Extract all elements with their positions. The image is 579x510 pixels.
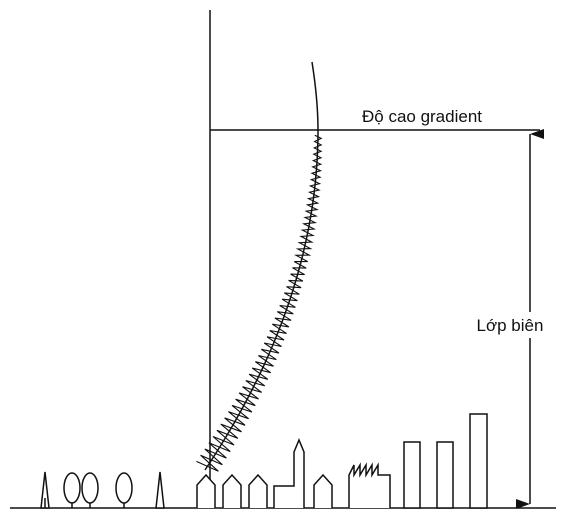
house — [222, 473, 242, 508]
house — [248, 473, 268, 508]
boundary-layer-label: Lớp biên — [477, 316, 544, 335]
tall-building — [469, 413, 488, 509]
wind-profile-curve — [204, 61, 319, 471]
tree — [63, 472, 81, 504]
turbulence-zigzag — [196, 134, 323, 472]
house — [313, 473, 333, 508]
spire-building — [273, 438, 305, 508]
tall-building — [403, 441, 421, 509]
tree — [155, 471, 165, 509]
tree — [115, 472, 133, 504]
gradient-height-label: Độ cao gradient — [362, 107, 482, 126]
terrain-objects — [40, 413, 488, 509]
tree — [40, 471, 50, 509]
tree — [81, 472, 99, 504]
house — [196, 473, 216, 508]
factory — [348, 462, 391, 508]
tall-building — [436, 441, 454, 509]
label-background — [468, 312, 554, 338]
